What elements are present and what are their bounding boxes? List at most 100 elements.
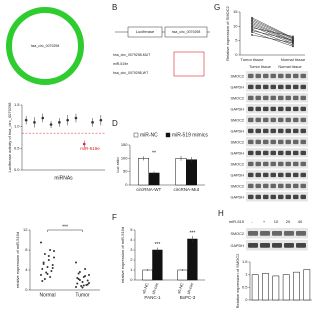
circ-box <box>164 26 208 38</box>
band <box>270 106 276 112</box>
bar-label: sh-circ <box>186 282 195 295</box>
blot-strip <box>246 159 308 169</box>
band <box>270 128 276 134</box>
band <box>255 161 261 167</box>
dot <box>86 283 89 286</box>
y-tick-label: 0 <box>125 182 128 187</box>
dot <box>46 273 49 275</box>
dot <box>51 264 54 266</box>
bar <box>175 158 187 186</box>
y-tick-label: 1.0 <box>14 124 20 129</box>
y-tick-label: 0 <box>25 287 28 292</box>
band <box>272 231 282 236</box>
band <box>293 95 299 101</box>
band <box>270 183 276 189</box>
dot <box>251 19 253 22</box>
band <box>263 84 269 90</box>
band <box>270 139 276 145</box>
band <box>270 84 276 90</box>
band <box>260 231 270 236</box>
dot <box>251 34 253 36</box>
dot <box>251 25 253 28</box>
band <box>255 95 261 101</box>
y-tick-label: 10 <box>233 23 238 28</box>
x-tick-label: Normal tissue <box>281 57 306 62</box>
dot <box>82 284 85 287</box>
dot <box>75 261 77 264</box>
y-tick-label: 0 <box>235 52 238 57</box>
band <box>278 150 284 156</box>
band <box>248 139 254 145</box>
blot-group: Tumor tissue <box>249 65 271 69</box>
y-axis-label: Relative expression of SMOC2 <box>235 253 240 308</box>
y-tick-label: 50 <box>123 169 128 174</box>
pair-line <box>251 18 294 39</box>
dot <box>41 116 45 120</box>
band <box>285 106 291 112</box>
pair-line <box>251 23 294 42</box>
row-label: SMOC2 <box>230 163 244 167</box>
blot-strip <box>246 148 308 158</box>
blot-strip <box>246 93 308 103</box>
dot <box>251 24 253 26</box>
dot <box>251 16 253 19</box>
blot-strip <box>246 170 308 180</box>
bar <box>272 275 280 301</box>
row-label: SMOC2 <box>230 75 244 79</box>
blot-strip <box>246 192 308 202</box>
blot-strip <box>246 181 308 191</box>
dot <box>77 272 80 275</box>
band <box>255 117 261 123</box>
legend-label: miR-NC <box>140 132 158 138</box>
dot <box>251 26 253 29</box>
row-label: SMOC2 <box>230 232 244 236</box>
row-label: GAPDH <box>230 86 244 90</box>
y-tick-label: 0.0 <box>14 167 20 172</box>
band <box>278 73 284 79</box>
circ-label: hsa_circ_0079298 <box>31 44 60 48</box>
band <box>300 183 306 189</box>
band <box>293 150 299 156</box>
circ-rna-ring <box>6 7 84 85</box>
treatment-label: miR-519 <box>229 219 245 224</box>
y-tick-label: 15 <box>233 9 238 14</box>
y-axis-label: Luc ratio <box>115 157 120 173</box>
blot-strip <box>246 126 308 136</box>
band <box>248 95 254 101</box>
dot <box>51 267 54 269</box>
dot <box>33 121 36 124</box>
bar-label: sh-NC <box>141 282 150 294</box>
band <box>255 139 261 145</box>
band <box>300 194 306 200</box>
site-highlight <box>173 51 205 77</box>
row-label: GAPDH <box>230 174 244 178</box>
band <box>278 183 284 189</box>
dot <box>88 274 90 276</box>
band <box>293 84 299 90</box>
band <box>300 161 306 167</box>
x-tick-label: circRNA-Mut <box>174 187 200 192</box>
significance: ** <box>152 151 156 157</box>
dot <box>66 118 69 122</box>
dot <box>292 44 294 46</box>
column-label: 10 <box>274 219 279 224</box>
blot-strip <box>246 71 308 81</box>
band <box>293 106 299 112</box>
band <box>248 243 258 248</box>
y-axis-label: Relative expression of SMOC2 <box>225 5 230 60</box>
band <box>300 117 306 123</box>
y-axis-label: Luciferase activity of hsa_circ_0079298 <box>7 102 12 173</box>
pair-line <box>251 24 294 43</box>
band <box>285 117 291 123</box>
row-label: GAPDH <box>230 152 244 156</box>
bar <box>152 249 163 281</box>
y-tick-label: 1 <box>245 272 248 277</box>
dot <box>251 22 253 25</box>
dot <box>53 256 55 259</box>
y-tick-label: 1.5 <box>14 102 20 107</box>
band <box>255 73 261 79</box>
band <box>263 106 269 112</box>
band <box>300 172 306 178</box>
